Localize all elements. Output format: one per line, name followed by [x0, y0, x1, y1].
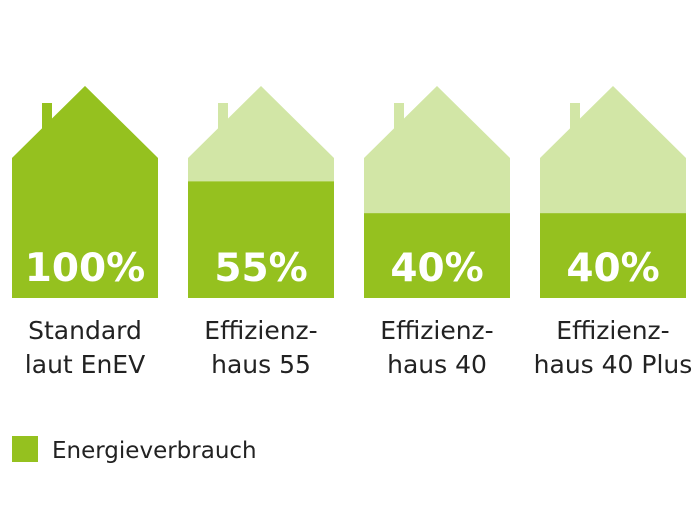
category-label-line2: laut EnEV: [25, 350, 145, 379]
bar-fill: [188, 181, 334, 298]
category-label-line2: haus 40 Plus: [534, 350, 693, 379]
category-label-line1: Effizienz-: [380, 316, 493, 345]
bar-fill: [540, 213, 686, 298]
legend-swatch: [12, 436, 38, 462]
data-label: 55%: [214, 246, 307, 291]
bar-fill: [364, 213, 510, 298]
houses-group: 100% Standard laut EnEV 55% Effizienz-haus 5…: [12, 86, 693, 379]
category-label-line1: Effizienz-: [204, 316, 317, 345]
data-label: 100%: [25, 246, 146, 291]
data-label: 40%: [566, 246, 659, 291]
category-label-line1: Standard: [28, 316, 142, 345]
house-1: 100% Standard laut EnEV: [12, 86, 158, 379]
category-label-line1: Effizienz-: [556, 316, 669, 345]
house-2: 55% Effizienz-haus 55: [188, 86, 334, 379]
legend-label: Energieverbrauch: [52, 438, 257, 464]
house-3: 40% Effizienz-haus 40: [364, 86, 510, 379]
data-label: 40%: [390, 246, 483, 291]
category-label-line2: haus 40: [387, 350, 487, 379]
house-4: 40% Effizienz-haus 40 Plus: [534, 86, 693, 379]
legend: Energieverbrauch: [12, 436, 257, 464]
category-label-line2: haus 55: [211, 350, 311, 379]
